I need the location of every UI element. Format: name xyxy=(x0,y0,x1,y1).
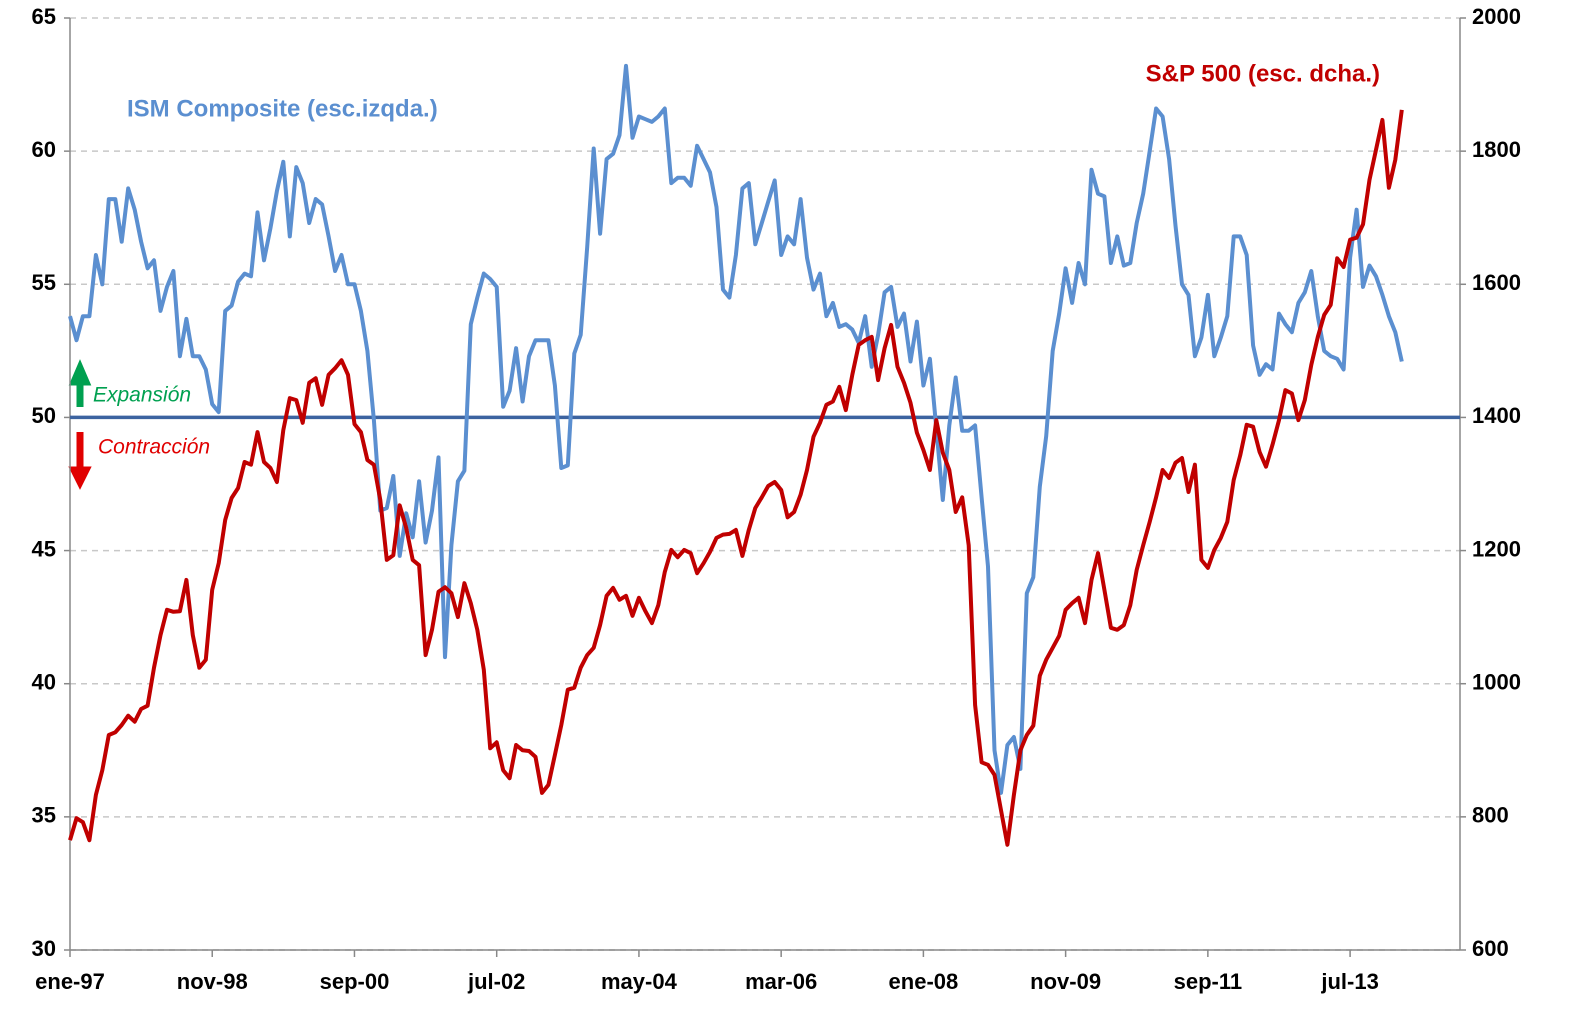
x-tick-label: jul-13 xyxy=(1320,969,1378,994)
x-tick-label: jul-02 xyxy=(467,969,525,994)
y2-tick-label: 800 xyxy=(1472,803,1509,828)
y2-tick-label: 1200 xyxy=(1472,536,1521,561)
y-tick-label: 45 xyxy=(32,536,56,561)
y-tick-label: 40 xyxy=(32,670,56,695)
x-tick-label: sep-00 xyxy=(320,969,390,994)
y-tick-label: 55 xyxy=(32,270,56,295)
y2-tick-label: 2000 xyxy=(1472,4,1521,29)
y-tick-label: 65 xyxy=(32,4,56,29)
x-tick-label: ene-08 xyxy=(889,969,959,994)
x-tick-label: ene-97 xyxy=(35,969,105,994)
x-tick-label: nov-98 xyxy=(177,969,248,994)
series-label: S&P 500 (esc. dcha.) xyxy=(1146,60,1380,87)
series-line xyxy=(68,63,1404,795)
y-tick-label: 60 xyxy=(32,137,56,162)
y-tick-label: 35 xyxy=(32,803,56,828)
x-tick-label: nov-09 xyxy=(1030,969,1101,994)
y2-tick-label: 1000 xyxy=(1472,670,1521,695)
x-tick-label: may-04 xyxy=(601,969,678,994)
y-tick-label: 30 xyxy=(32,936,56,961)
series-label: ISM Composite (esc.izqda.) xyxy=(127,95,438,122)
contraction-arrow xyxy=(68,432,92,490)
y2-tick-label: 600 xyxy=(1472,936,1509,961)
y2-tick-label: 1600 xyxy=(1472,270,1521,295)
annotation: Expansión xyxy=(93,384,191,407)
expansion-arrow xyxy=(68,359,92,407)
y-tick-label: 50 xyxy=(32,403,56,428)
series-line xyxy=(68,109,1404,847)
x-tick-label: mar-06 xyxy=(745,969,817,994)
x-tick-label: sep-11 xyxy=(1174,969,1243,994)
y2-tick-label: 1400 xyxy=(1472,403,1521,428)
annotation: Contracción xyxy=(98,436,210,459)
y2-tick-label: 1800 xyxy=(1472,137,1521,162)
